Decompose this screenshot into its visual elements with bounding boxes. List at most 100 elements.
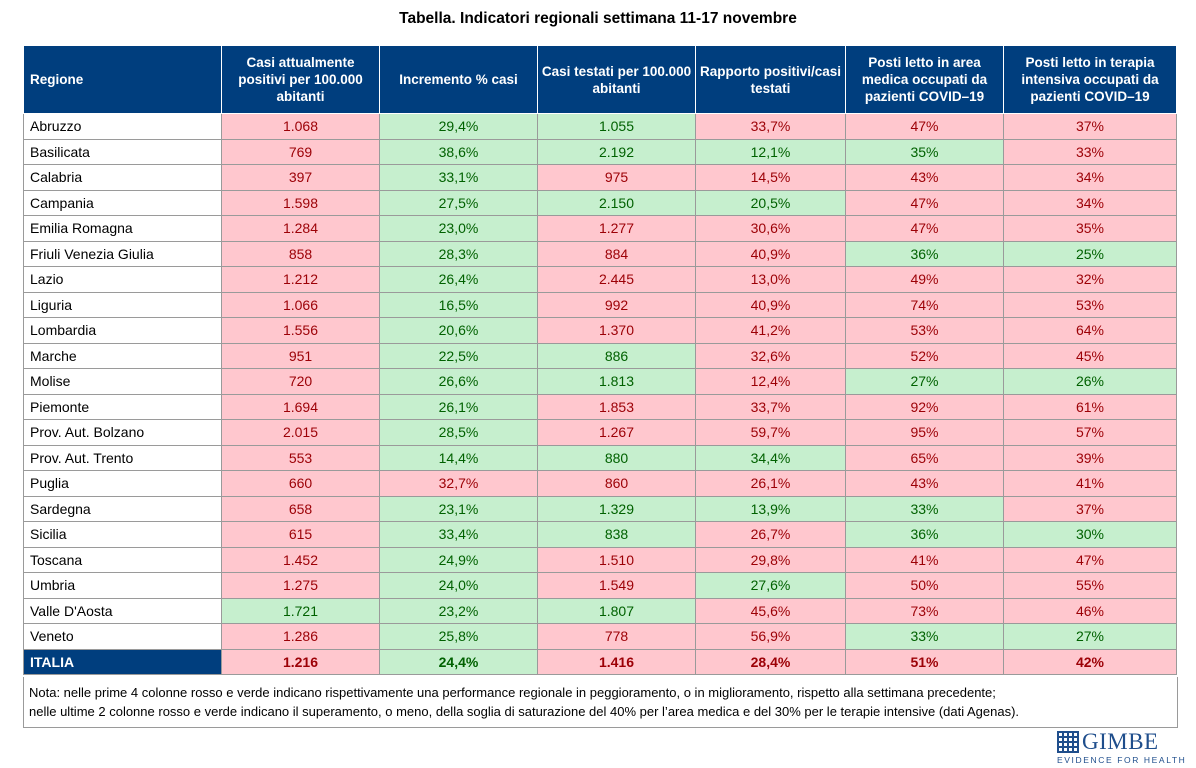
value-cell: 47% (1003, 546, 1177, 573)
region-name: Sicilia (23, 521, 222, 548)
value-cell: 59,7% (695, 419, 846, 446)
value-cell: 1.216 (221, 648, 380, 675)
value-cell: 1.452 (221, 546, 380, 573)
value-cell: 40,9% (695, 240, 846, 267)
value-cell: 65% (845, 444, 1004, 471)
value-cell: 13,9% (695, 495, 846, 522)
value-cell: 12,4% (695, 368, 846, 395)
value-cell: 14,4% (379, 444, 538, 471)
table-row: Friuli Venezia Giulia 858 28,3% 884 40,9% 36%… (23, 240, 1177, 267)
value-cell: 27% (1003, 623, 1177, 650)
region-name: Molise (23, 368, 222, 395)
value-cell: 32% (1003, 266, 1177, 293)
header-row: Regione Casi attualmente positivi per 10… (23, 45, 1177, 114)
value-cell: 36% (845, 240, 1004, 267)
region-name: Basilicata (23, 138, 222, 165)
value-cell: 35% (1003, 215, 1177, 242)
value-cell: 658 (221, 495, 380, 522)
value-cell: 33,7% (695, 393, 846, 420)
value-cell: 26,1% (379, 393, 538, 420)
table-row: Veneto 1.286 25,8% 778 56,9% 33% 27% (23, 623, 1177, 650)
value-cell: 22,5% (379, 342, 538, 369)
value-cell: 43% (845, 470, 1004, 497)
value-cell: 1.813 (537, 368, 696, 395)
value-cell: 45,6% (695, 597, 846, 624)
value-cell: 1.556 (221, 317, 380, 344)
value-cell: 49% (845, 266, 1004, 293)
region-name: Campania (23, 189, 222, 216)
value-cell: 33,4% (379, 521, 538, 548)
table-row: Marche 951 22,5% 886 32,6% 52% 45% (23, 342, 1177, 369)
value-cell: 1.370 (537, 317, 696, 344)
value-cell: 860 (537, 470, 696, 497)
value-cell: 61% (1003, 393, 1177, 420)
value-cell: 64% (1003, 317, 1177, 344)
table-row: Lombardia 1.556 20,6% 1.370 41,2% 53% 64% (23, 317, 1177, 344)
value-cell: 975 (537, 164, 696, 191)
value-cell: 24,9% (379, 546, 538, 573)
value-cell: 23,2% (379, 597, 538, 624)
value-cell: 39% (1003, 444, 1177, 471)
value-cell: 35% (845, 138, 1004, 165)
value-cell: 1.549 (537, 572, 696, 599)
table-title: Tabella. Indicatori regionali settimana … (399, 10, 797, 27)
region-name: Puglia (23, 470, 222, 497)
value-cell: 553 (221, 444, 380, 471)
value-cell: 53% (1003, 291, 1177, 318)
value-cell: 74% (845, 291, 1004, 318)
table-row: Prov. Aut. Bolzano 2.015 28,5% 1.267 59,7% 95… (23, 419, 1177, 446)
value-cell: 24,0% (379, 572, 538, 599)
value-cell: 40,9% (695, 291, 846, 318)
value-cell: 20,6% (379, 317, 538, 344)
region-name: Abruzzo (23, 113, 222, 140)
value-cell: 2.150 (537, 189, 696, 216)
value-cell: 1.329 (537, 495, 696, 522)
value-cell: 41% (1003, 470, 1177, 497)
value-cell: 1.267 (537, 419, 696, 446)
value-cell: 778 (537, 623, 696, 650)
region-name: Prov. Aut. Bolzano (23, 419, 222, 446)
value-cell: 886 (537, 342, 696, 369)
value-cell: 50% (845, 572, 1004, 599)
value-cell: 28,4% (695, 648, 846, 675)
region-name: ITALIA (23, 648, 222, 675)
header-active-cases: Casi attualmente positivi per 100.000 ab… (221, 45, 380, 114)
value-cell: 95% (845, 419, 1004, 446)
value-cell: 2.192 (537, 138, 696, 165)
value-cell: 1.416 (537, 648, 696, 675)
table-row: Liguria 1.066 16,5% 992 40,9% 74% 53% (23, 291, 1177, 318)
value-cell: 33% (845, 623, 1004, 650)
region-name: Liguria (23, 291, 222, 318)
value-cell: 26,7% (695, 521, 846, 548)
value-cell: 26,1% (695, 470, 846, 497)
logo-name: GIMBE (1082, 729, 1159, 754)
value-cell: 27% (845, 368, 1004, 395)
value-cell: 41,2% (695, 317, 846, 344)
value-cell: 33% (845, 495, 1004, 522)
header-case-increase: Incremento % casi (379, 45, 538, 114)
header-region: Regione (23, 45, 222, 114)
region-name: Lombardia (23, 317, 222, 344)
value-cell: 1.510 (537, 546, 696, 573)
table-row: Basilicata 769 38,6% 2.192 12,1% 35% 33% (23, 138, 1177, 165)
header-icu-beds: Posti letto in terapia intensiva occupat… (1003, 45, 1177, 114)
value-cell: 47% (845, 215, 1004, 242)
value-cell: 30,6% (695, 215, 846, 242)
value-cell: 29,4% (379, 113, 538, 140)
region-name: Umbria (23, 572, 222, 599)
value-cell: 26,6% (379, 368, 538, 395)
value-cell: 55% (1003, 572, 1177, 599)
value-cell: 1.068 (221, 113, 380, 140)
value-cell: 25% (1003, 240, 1177, 267)
value-cell: 660 (221, 470, 380, 497)
value-cell: 20,5% (695, 189, 846, 216)
value-cell: 1.598 (221, 189, 380, 216)
value-cell: 27,6% (695, 572, 846, 599)
value-cell: 884 (537, 240, 696, 267)
value-cell: 992 (537, 291, 696, 318)
value-cell: 46% (1003, 597, 1177, 624)
table-row: Piemonte 1.694 26,1% 1.853 33,7% 92% 61% (23, 393, 1177, 420)
value-cell: 57% (1003, 419, 1177, 446)
table-row: Umbria 1.275 24,0% 1.549 27,6% 50% 55% (23, 572, 1177, 599)
value-cell: 1.212 (221, 266, 380, 293)
